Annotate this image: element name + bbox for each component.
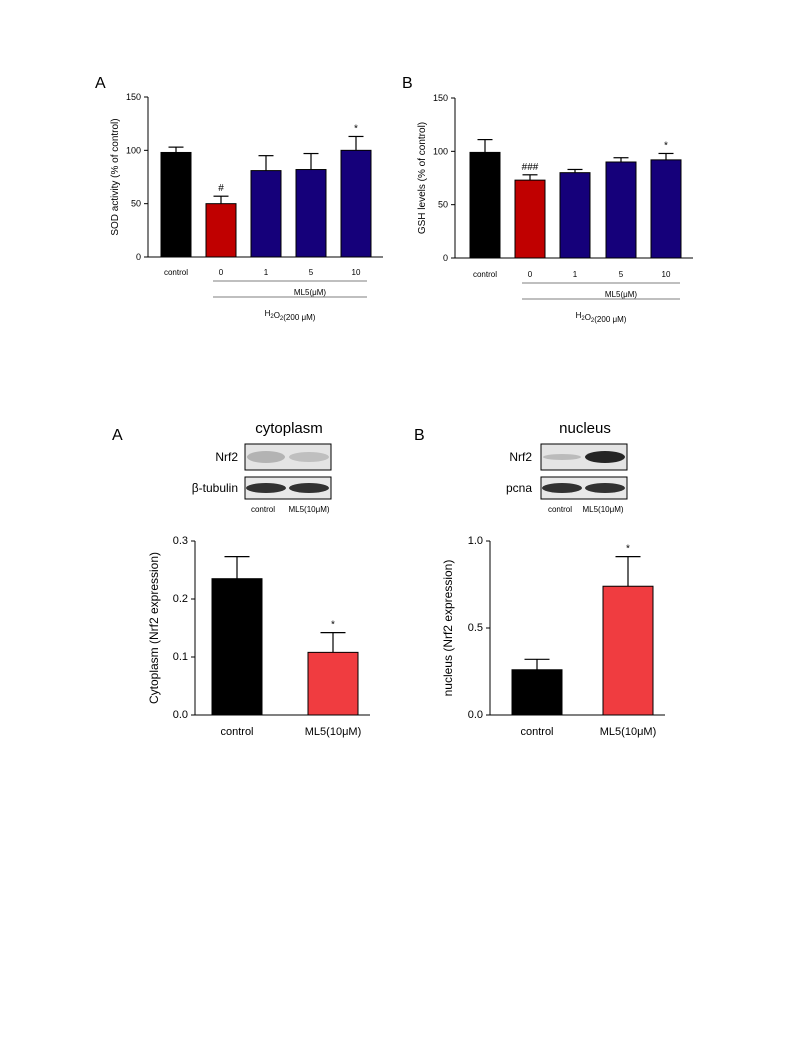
y-axis-label: GSH levels (% of control) (417, 122, 428, 234)
y-tick-label: 0.0 (468, 709, 483, 721)
blot-box-loading (244, 476, 332, 500)
blot-band (246, 483, 286, 493)
group-label-h2o2: H2O2(200 μM) (265, 309, 316, 322)
y-tick-label: 100 (126, 145, 141, 155)
y-tick-label: 0.3 (173, 535, 188, 547)
significance-mark: * (664, 140, 668, 151)
category-label: 5 (309, 268, 314, 277)
blot-lane-label: control (548, 505, 572, 514)
blot-band (585, 483, 625, 493)
blot-lane-label: control (251, 505, 275, 514)
y-tick-label: 0.1 (173, 651, 188, 663)
y-tick-label: 0.5 (468, 622, 483, 634)
bar (469, 151, 501, 259)
y-axis-label: Cytoplasm (Nrf2 expression) (147, 552, 161, 704)
category-label: 1 (573, 270, 578, 279)
bar (250, 170, 282, 258)
blot-lane-label: ML5(10μM) (288, 505, 329, 514)
blot-title: cytoplasm (255, 420, 323, 437)
bar (340, 149, 372, 258)
category-label: control (520, 726, 553, 738)
bar (295, 169, 327, 258)
bar (211, 578, 263, 716)
category-label: control (220, 726, 253, 738)
blot-row-label: pcna (506, 481, 532, 495)
significance-mark: * (331, 620, 335, 631)
y-tick-label: 0.2 (173, 593, 188, 605)
bar (160, 151, 192, 258)
category-label: 1 (264, 268, 269, 277)
bar (602, 585, 654, 716)
blot-title: nucleus (559, 420, 611, 437)
blot-band (289, 452, 329, 462)
bar (205, 203, 237, 258)
category-label: 0 (219, 268, 224, 277)
blot-box-loading (540, 476, 628, 500)
group-label-h2o2: H2O2(200 μM) (576, 311, 627, 324)
significance-mark: * (626, 544, 630, 555)
bar (307, 651, 359, 716)
panel-label: B (402, 75, 413, 92)
y-tick-label: 100 (433, 146, 448, 156)
blot-band (542, 483, 582, 493)
bar (514, 179, 546, 259)
category-label: 10 (662, 270, 671, 279)
chart-3: B 0.0 0.5 1.0 nucleus (Nrf2 expression) contr… (414, 420, 665, 738)
y-tick-label: 0 (443, 253, 448, 263)
significance-mark: * (354, 123, 358, 134)
panel-label: A (95, 75, 106, 92)
category-label: control (164, 268, 188, 277)
bar (650, 159, 682, 259)
panel-label: A (112, 427, 123, 444)
category-label: 10 (352, 268, 361, 277)
y-tick-label: 0.0 (173, 709, 188, 721)
blot-band (289, 483, 329, 493)
blot-band (585, 451, 625, 463)
y-tick-label: 150 (433, 93, 448, 103)
blot-row-label: Nrf2 (215, 450, 238, 464)
bar (511, 669, 563, 716)
y-tick-label: 50 (131, 199, 141, 209)
category-label: 5 (619, 270, 624, 279)
bar (559, 172, 591, 259)
category-label: ML5(10μM) (600, 726, 656, 738)
blot-band (543, 454, 581, 460)
y-axis-label: SOD activity (% of control) (110, 118, 121, 235)
category-label: control (473, 270, 497, 279)
bar (605, 161, 637, 259)
blot-lane-label: ML5(10μM) (582, 505, 623, 514)
significance-mark: # (218, 183, 224, 194)
significance-mark: ### (522, 162, 539, 173)
chart-2: A 0.0 0.1 0.2 0.3 Cytoplasm (Nrf2 expression)… (112, 420, 370, 738)
y-tick-label: 50 (438, 200, 448, 210)
category-label: 0 (528, 270, 533, 279)
blot-row-label: β-tubulin (192, 481, 238, 495)
group-label-ml5: ML5(μM) (605, 290, 638, 299)
y-tick-label: 150 (126, 92, 141, 102)
blot-row-label: Nrf2 (509, 450, 532, 464)
y-axis-label: nucleus (Nrf2 expression) (441, 560, 455, 697)
y-tick-label: 0 (136, 252, 141, 262)
blot-band (247, 451, 285, 463)
y-tick-label: 1.0 (468, 535, 483, 547)
panel-label: B (414, 427, 425, 444)
group-label-ml5: ML5(μM) (294, 288, 327, 297)
category-label: ML5(10μM) (305, 726, 361, 738)
